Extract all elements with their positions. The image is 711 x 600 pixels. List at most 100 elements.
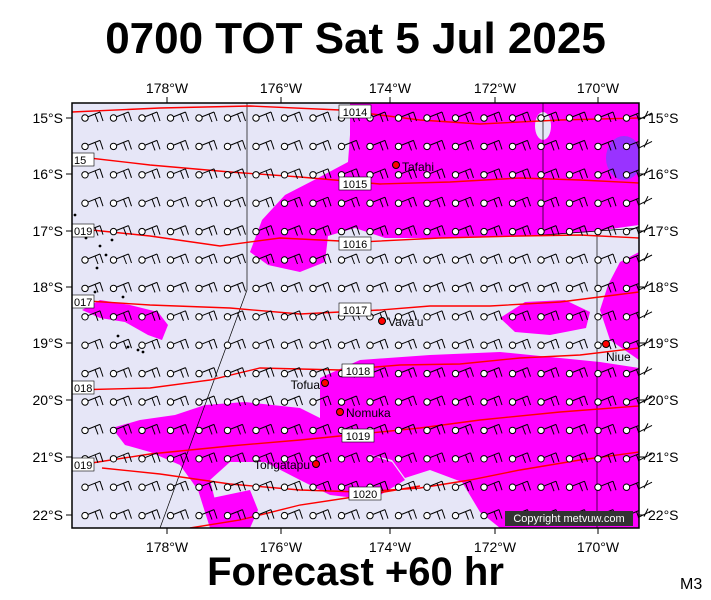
wind-barb-station [138, 483, 146, 491]
wind-barb-feather [265, 170, 270, 179]
axis-labels: 178°W 178°W 176°W 176°W 174°W 174°W 172°W 172°W… [32, 80, 678, 555]
wind-barb-feather [527, 253, 531, 264]
wind-barb-feather [413, 168, 417, 178]
wind-barb [195, 310, 218, 321]
place-markers: Tafahi Vava'u Niue Tofua Nomuka Tongatapu [254, 160, 631, 472]
wind-barb [622, 282, 639, 293]
wind-barb-station [565, 313, 574, 321]
wind-barb-station [252, 369, 260, 378]
wind-barb-station [594, 426, 602, 435]
wind-barb [622, 197, 639, 208]
wind-barb-feather [322, 312, 327, 321]
wind-barb-feather [299, 168, 303, 178]
wind-barb-feather [299, 509, 303, 519]
wind-barb-station [109, 199, 118, 207]
wind-barb [451, 509, 474, 520]
wind-barb-station [622, 313, 631, 321]
wind-barb-station [337, 227, 346, 236]
wind-barb-station [537, 455, 545, 463]
wind-barb-station [138, 199, 146, 207]
wind-barb [394, 139, 417, 151]
wind-barb-feather [607, 369, 612, 378]
wind-barb-feather [527, 197, 531, 207]
wind-barb-feather [384, 111, 389, 122]
wind-barb-feather [493, 284, 498, 293]
wind-barb-station [195, 313, 203, 321]
wind-barb-station [138, 171, 146, 179]
wind-barb-feather [185, 253, 189, 264]
wind-barb-feather [465, 142, 469, 151]
lon-label-top: 170°W [577, 80, 620, 96]
wind-barb [81, 139, 104, 151]
lon-label-bottom: 170°W [577, 539, 620, 555]
wind-barb-station [451, 114, 460, 122]
wind-barb-station [594, 256, 602, 264]
wind-barb [366, 395, 389, 407]
wind-barb-feather [242, 424, 246, 434]
wind-barb-feather [413, 452, 417, 462]
wind-barb [622, 112, 639, 123]
wind-barb [537, 139, 560, 151]
wind-barb-feather [270, 225, 275, 235]
place-name: Nomuka [346, 406, 391, 420]
wind-barb-feather [123, 341, 127, 350]
wind-barb-feather [99, 367, 104, 377]
wind-barb-feather [498, 111, 503, 122]
wind-barb-feather [493, 397, 498, 407]
wind-barb-feather [436, 255, 441, 265]
copyright-box [505, 511, 633, 526]
wind-barb-station [565, 256, 574, 264]
wind-barb [138, 423, 161, 435]
wind-barb-feather [156, 225, 161, 235]
wind-barb-station [252, 455, 260, 463]
wind-barb-station [565, 199, 574, 207]
wind-barb-feather [242, 310, 246, 320]
wind-barb-feather [299, 225, 303, 235]
wind-barb-feather [584, 111, 588, 122]
wind-barb-feather [99, 509, 104, 519]
wind-barb-station [565, 369, 574, 378]
wind-barb-station [366, 398, 374, 406]
wind-barbs [81, 111, 639, 520]
wind-barb-feather [123, 426, 127, 435]
wind-barb [81, 367, 104, 378]
wind-barb-station [337, 341, 346, 349]
wind-barb-feather [99, 310, 104, 320]
wind-barb-station [394, 199, 403, 207]
wind-barb-feather [579, 397, 583, 407]
wind-barb-feather [612, 253, 617, 264]
wind-barb [195, 452, 218, 463]
wind-barb-feather [294, 255, 298, 265]
wind-barb-feather [208, 312, 213, 321]
wind-barb-feather [208, 369, 213, 378]
wind-barb-feather [242, 168, 246, 178]
wind-barb-feather [128, 282, 132, 292]
wind-barb-feather [527, 225, 531, 235]
wind-barb [537, 452, 560, 463]
wind-barb-feather [242, 367, 246, 377]
wind-barb [508, 139, 531, 151]
wind-barb-station [280, 369, 289, 378]
wind-barb [565, 310, 588, 321]
model-code: M3 [680, 576, 703, 593]
wind-barb [166, 395, 189, 407]
wind-barb-feather [237, 113, 241, 123]
wind-barb [109, 253, 132, 265]
wind-barb [622, 254, 639, 265]
lat-label-left: 15°S [32, 110, 63, 126]
wind-barb-feather [436, 227, 441, 236]
wind-barb [394, 338, 417, 350]
wind-barb-feather [242, 339, 246, 349]
wind-barb-feather [379, 284, 384, 293]
wind-barb-feather [242, 197, 246, 207]
wind-barb-edge [637, 366, 653, 377]
wind-barb [138, 225, 161, 236]
wind-barb-feather [351, 454, 355, 463]
wind-barb-feather [327, 225, 332, 235]
lon-label-bottom: 174°W [369, 539, 412, 555]
wind-barb [394, 367, 417, 378]
wind-barb-feather [151, 312, 156, 321]
wind-barb-feather [156, 168, 161, 178]
wind-barb-station [366, 455, 374, 463]
